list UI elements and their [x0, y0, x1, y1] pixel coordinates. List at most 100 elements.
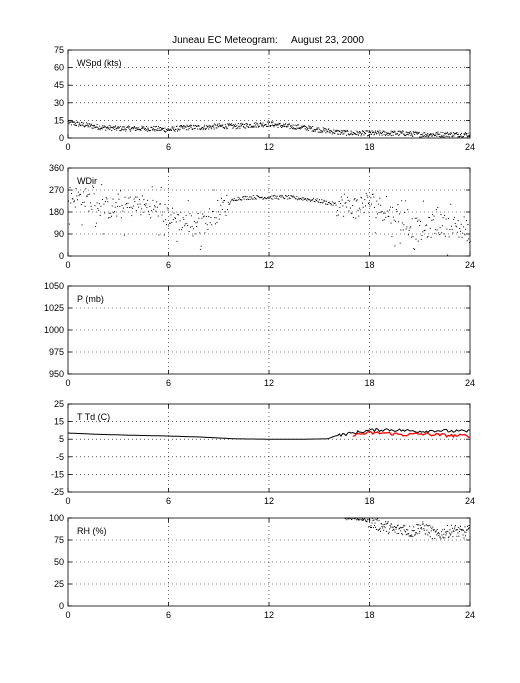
- data-point: [466, 529, 468, 531]
- data-point: [349, 200, 351, 202]
- data-point: [392, 131, 394, 132]
- data-point: [362, 202, 363, 204]
- data-point: [317, 128, 319, 130]
- data-point: [424, 136, 426, 137]
- data-point: [371, 133, 372, 135]
- data-point: [443, 528, 445, 530]
- data-point: [182, 217, 184, 219]
- data-point: [204, 232, 206, 234]
- data-point: [454, 525, 456, 526]
- data-point: [126, 203, 127, 204]
- data-point: [329, 203, 331, 205]
- panel-5: 0 6 12 18 24 0 25 50 75 100 RH (%): [49, 513, 475, 620]
- data-point: [178, 128, 179, 130]
- data-point: [411, 134, 413, 136]
- data-point: [101, 184, 103, 186]
- data-point: [103, 126, 105, 128]
- data-point: [216, 127, 218, 129]
- data-point: [445, 135, 447, 137]
- panel-4: 0 6 12 18 24 -25 -15 -5 5 15 25 T Td (C): [51, 399, 475, 506]
- data-point: [360, 196, 362, 198]
- data-point: [133, 126, 135, 127]
- data-point: [247, 198, 249, 200]
- data-point: [387, 133, 389, 135]
- data-point: [376, 133, 378, 135]
- data-point: [443, 134, 445, 136]
- data-point: [444, 136, 446, 138]
- data-point: [193, 228, 195, 230]
- data-point: [119, 130, 121, 132]
- data-point: [321, 131, 323, 133]
- data-point: [225, 125, 227, 127]
- data-point: [140, 130, 142, 132]
- data-point: [345, 517, 347, 519]
- data-point: [77, 199, 78, 201]
- data-point: [411, 218, 413, 220]
- data-point: [339, 130, 341, 132]
- data-point: [255, 122, 257, 124]
- y-tick-label: 50: [54, 557, 64, 567]
- data-point: [136, 196, 138, 198]
- data-point: [450, 533, 452, 535]
- panel-2: 0 6 12 18 24 0 90 180 270 360 WDir: [49, 163, 475, 270]
- data-point: [304, 128, 306, 130]
- data-point: [113, 126, 115, 128]
- data-point: [248, 199, 250, 200]
- data-point: [113, 212, 115, 214]
- data-point: [73, 121, 74, 123]
- data-point: [385, 521, 387, 523]
- data-point: [337, 214, 339, 216]
- data-point: [181, 126, 183, 127]
- data-point: [303, 198, 305, 200]
- data-point: [361, 132, 363, 134]
- data-point: [97, 208, 99, 209]
- data-point: [112, 198, 114, 200]
- data-point: [316, 127, 318, 129]
- data-point: [129, 129, 131, 131]
- data-point: [295, 198, 297, 200]
- data-point: [133, 198, 135, 200]
- data-point: [75, 122, 76, 124]
- data-point: [446, 133, 448, 134]
- data-point: [228, 203, 230, 205]
- data-point: [249, 123, 251, 125]
- data-point: [416, 523, 418, 525]
- data-point: [361, 133, 362, 135]
- data-point: [461, 529, 462, 531]
- data-point: [99, 125, 101, 127]
- data-point: [279, 123, 280, 125]
- data-point: [419, 136, 421, 138]
- data-point: [282, 125, 284, 127]
- data-point: [167, 129, 168, 131]
- data-point: [464, 526, 466, 528]
- data-point: [343, 193, 345, 195]
- data-point: [198, 217, 200, 219]
- data-point: [467, 136, 468, 138]
- data-point: [306, 126, 308, 128]
- data-point: [156, 201, 158, 203]
- data-point: [429, 135, 431, 137]
- data-point: [80, 204, 82, 205]
- data-point: [441, 225, 443, 227]
- data-point: [231, 199, 233, 201]
- data-point: [289, 198, 291, 199]
- data-point: [292, 124, 294, 126]
- data-point: [363, 212, 365, 214]
- data-point: [452, 132, 454, 134]
- data-point: [322, 201, 324, 203]
- data-point: [429, 536, 431, 538]
- data-point: [376, 519, 378, 521]
- data-point: [381, 523, 383, 525]
- data-point: [160, 129, 162, 131]
- data-point: [68, 121, 69, 123]
- data-point: [466, 220, 467, 222]
- data-point: [234, 123, 236, 125]
- data-point: [464, 234, 466, 236]
- data-point: [357, 134, 359, 136]
- data-point: [250, 126, 252, 128]
- data-point: [128, 126, 130, 128]
- data-point: [364, 517, 365, 519]
- data-point: [276, 123, 278, 125]
- data-point: [386, 132, 388, 134]
- data-point: [228, 123, 230, 125]
